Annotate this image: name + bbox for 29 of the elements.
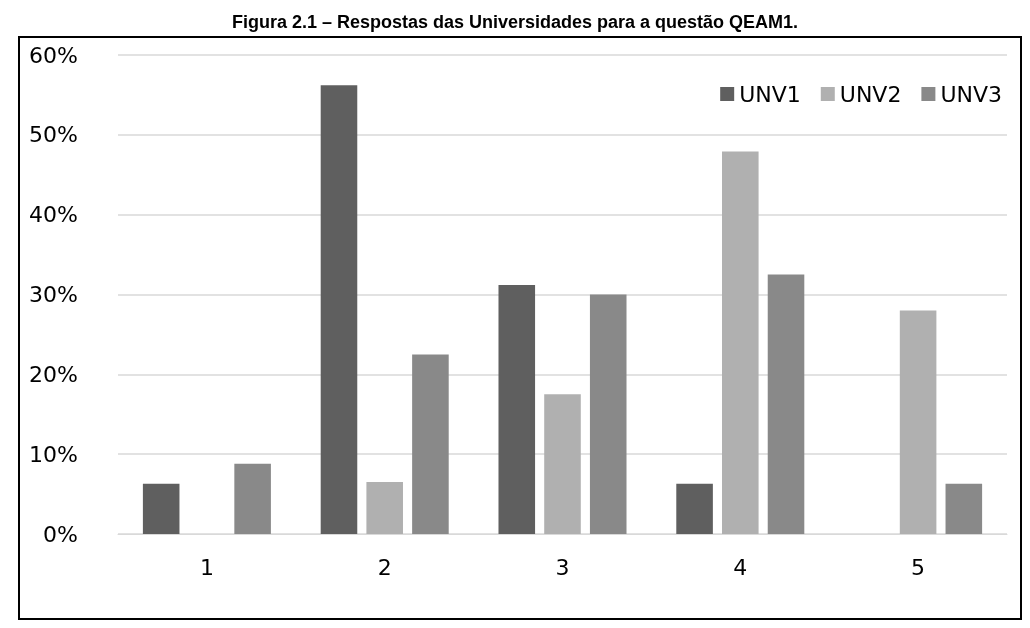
- bar: [366, 482, 403, 534]
- bar: [722, 151, 759, 534]
- x-tick-label: 2: [377, 554, 392, 580]
- bar: [142, 483, 180, 534]
- y-tick-label: 10%: [29, 441, 78, 467]
- legend-label: UNV3: [940, 81, 1002, 107]
- bar: [498, 284, 536, 534]
- bar: [544, 394, 581, 534]
- y-tick-label: 50%: [29, 122, 78, 148]
- x-tick-label: 4: [733, 554, 748, 580]
- y-tick-label: 0%: [43, 521, 78, 547]
- y-tick-label: 60%: [29, 42, 78, 68]
- chart-title: Figura 2.1 – Respostas das Universidades para a questão QEAM1.: [231, 12, 799, 32]
- legend-label: UNV1: [739, 81, 801, 107]
- bar: [899, 310, 937, 534]
- bar: [676, 483, 713, 534]
- bar: [767, 274, 805, 534]
- x-tick-label: 5: [911, 554, 926, 580]
- bar: [589, 294, 627, 534]
- x-tick-label: 3: [555, 554, 570, 580]
- y-tick-label: 30%: [29, 282, 78, 307]
- y-tick-label: 20%: [29, 361, 78, 387]
- bar: [234, 463, 271, 534]
- bar: [945, 483, 983, 534]
- bar: [320, 85, 358, 534]
- legend-label: UNV2: [839, 81, 902, 107]
- bar: [412, 354, 449, 534]
- x-tick-label: 1: [199, 554, 214, 580]
- y-tick-label: 40%: [29, 202, 78, 228]
